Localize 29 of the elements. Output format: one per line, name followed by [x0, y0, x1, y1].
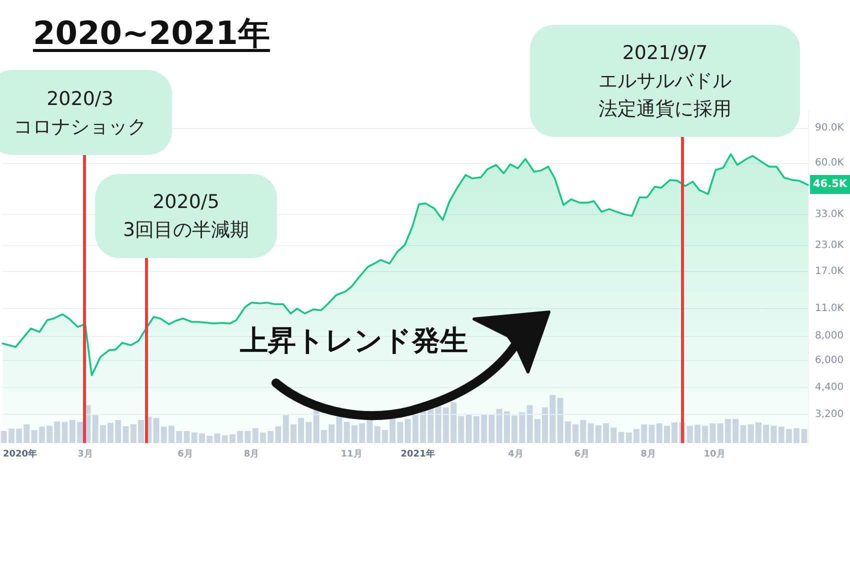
- ref-line-label: 2020/5 3回目の半減期: [122, 190, 250, 243]
- y-tick-label: 23.0K: [815, 240, 844, 251]
- y-tick-label: 3,200: [815, 409, 844, 420]
- callout-box: 2020/3 コロナショック: [0, 70, 172, 155]
- x-tick-label: 8月: [640, 448, 656, 460]
- callout-box: 2020/5 3回目の半減期: [95, 174, 277, 258]
- y-tick-label: 11.0K: [815, 303, 844, 314]
- ref-line-label: 2020/3 コロナショック: [12, 86, 148, 140]
- x-tick-label: 10月: [704, 448, 726, 460]
- chart-title: 2020~2021年: [33, 13, 270, 54]
- annotation: 上昇トレンド発生: [240, 323, 468, 359]
- x-tick-label: 3月: [78, 448, 93, 460]
- ref-line-label: 2021/9/7 エルサルバドル法定通貨に採用: [598, 41, 732, 122]
- y-tick-label: 90.0K: [815, 122, 844, 134]
- callout-box: 2021/9/7 エルサルバドル法定通貨に採用: [530, 25, 800, 137]
- y-tick-label: 33.0K: [815, 208, 844, 220]
- x-tick-label: 4月: [508, 448, 524, 460]
- x-tick-label: 2020年: [2, 448, 38, 460]
- x-tick-label: 6月: [574, 448, 590, 460]
- x-tick-label: 6月: [178, 448, 193, 460]
- y-tick-label: 8,000: [815, 330, 844, 342]
- y-tick-label: 60.0K: [815, 158, 844, 169]
- x-tick-label: 2021年: [400, 448, 435, 460]
- y-tick-label: 17.0K: [815, 266, 844, 277]
- x-tick-label: 11月: [340, 448, 362, 460]
- annotation: 46.5K: [810, 175, 850, 194]
- y-tick-label: 6,000: [815, 355, 844, 366]
- x-tick-label: 8月: [244, 448, 260, 460]
- y-tick-label: 4,400: [815, 382, 844, 393]
